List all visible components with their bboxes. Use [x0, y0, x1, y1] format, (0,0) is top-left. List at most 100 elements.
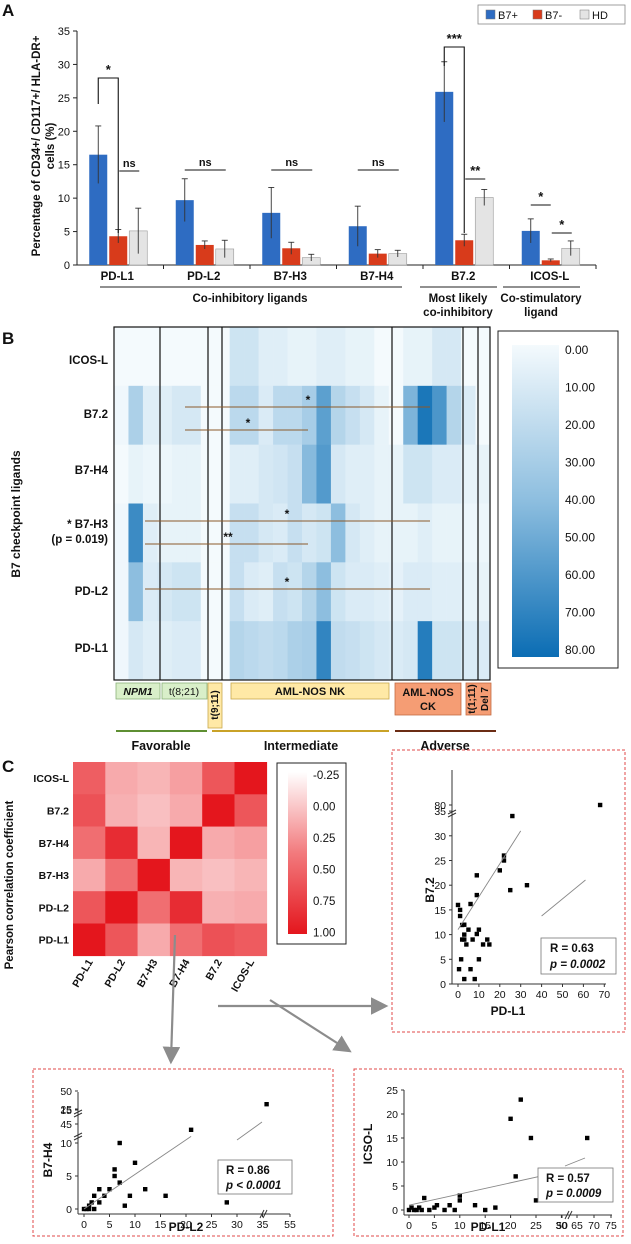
corr-colorbar-tick: -0.25 [313, 770, 339, 782]
risk-intermediate: Intermediate [264, 739, 338, 753]
heatmap-cell [244, 444, 259, 504]
scatter-x-tick-label: 75 [605, 1220, 617, 1232]
axis-break [447, 809, 457, 815]
sig-b7h4: ns [372, 157, 385, 169]
panel-b-row-labels: ICOS-L B7.2 B7-H4 * B7-H3 (p = 0.019) PD… [51, 355, 108, 655]
x-tick-label: B7.2 [451, 271, 475, 283]
colorbar-tick: 80.00 [565, 643, 595, 657]
panel-a-ylabel: Percentage of CD34+/ CD117+/ HLA-DR+ cel… [31, 35, 57, 256]
heatmap-cell [403, 327, 418, 387]
heatmap-cell [316, 503, 332, 563]
row-label-b7-h3-p: (p = 0.019) [51, 534, 108, 546]
subtype-t8-21: t(8;21) [169, 686, 199, 698]
heatmap-cell [417, 503, 433, 563]
risk-adverse: Adverse [420, 739, 469, 753]
colorbar-tick: 10.00 [565, 381, 595, 395]
heatmap-cell [374, 327, 390, 387]
scatter-x-tick-label: 20 [505, 1220, 517, 1232]
heatmap-cell [258, 562, 274, 622]
heatmap-cell [345, 503, 361, 563]
heatmap-cell [186, 385, 202, 445]
corr-cell [202, 794, 235, 827]
scatter-point [474, 931, 480, 937]
heatmap-cell [114, 385, 129, 445]
scatter-x-tick-label: 0 [406, 1220, 412, 1232]
x-tick-label: B7-H4 [360, 271, 394, 283]
corr-col-label: B7.2 [203, 957, 225, 982]
scatter-x-tick-label: 55 [284, 1219, 296, 1231]
heatmap-cell [171, 327, 187, 387]
scatter-point [524, 883, 530, 888]
corr-col-label: B7-H3 [135, 957, 161, 989]
heatmap-cell [258, 327, 274, 387]
scatter-point [92, 1193, 97, 1198]
scatter-point [264, 1102, 269, 1107]
corr-cell [137, 858, 171, 892]
heatmap-cell [345, 327, 361, 387]
heatmap-cell [215, 562, 230, 622]
subtype-npm1: NPM1 [123, 686, 152, 698]
hm-star-3: * [285, 507, 290, 521]
bar-B7--PD-L2 [195, 244, 214, 265]
scatter-point [97, 1200, 102, 1205]
scatter-point [470, 937, 475, 942]
heatmap-cell [186, 503, 202, 563]
colorbar-tick: 20.00 [565, 418, 595, 432]
heatmap-cell [345, 562, 361, 622]
scatter-point [406, 1207, 412, 1213]
heatmap-cell [273, 562, 288, 622]
scatter-point [102, 1193, 107, 1198]
scatter-point [188, 1127, 194, 1132]
scatter-point [476, 957, 482, 962]
corr-colorbar-tick: 0.50 [313, 865, 335, 877]
heatmap-cell [359, 562, 375, 622]
axis-break [73, 1112, 83, 1118]
heatmap-cell [388, 444, 404, 504]
scatter-point [462, 976, 467, 982]
scatter-point [468, 966, 473, 972]
scatter-point [416, 1205, 422, 1210]
scatter-x-tick-label: 10 [454, 1220, 466, 1232]
heatmap-cell [446, 562, 462, 622]
legend-swatch [485, 9, 496, 20]
sig-pdl1-a: * [106, 62, 112, 77]
bar-B7+-ICOS-L [521, 230, 540, 265]
heatmap-cell [171, 385, 187, 445]
corr-row-label: B7.2 [47, 805, 69, 817]
ylabel-line-2: cells (%) [45, 123, 57, 170]
heatmap-cell [273, 444, 288, 504]
y-tick-label: 35 [58, 26, 70, 38]
heatmap-cell [417, 385, 433, 445]
hm-star-2: * [246, 416, 251, 430]
y-tick-label: 30 [58, 59, 70, 71]
heatmap-cell [128, 562, 144, 622]
heatmap-cell [142, 621, 158, 681]
scatter-point [457, 913, 463, 919]
heatmap-cell [171, 503, 187, 563]
x-tick-label: PD-L2 [187, 271, 220, 283]
axis-break [564, 1210, 570, 1220]
heatmap-cell [128, 327, 144, 387]
group-most-likely-1: Most likely [429, 293, 488, 305]
heatmap-cell [316, 562, 332, 622]
heatmap-cell [388, 562, 404, 622]
corr-cell [73, 923, 106, 957]
scatter-point [427, 1207, 432, 1213]
scatter-point [419, 1207, 424, 1213]
corr-cell [105, 858, 138, 892]
y-tick-label: 20 [58, 126, 70, 138]
sc3-ylabel: ICSO-L [361, 1124, 375, 1165]
scatter-point [442, 1207, 447, 1213]
heatmap-cell [142, 444, 158, 504]
heatmap-cell [287, 562, 303, 622]
corr-cell [169, 762, 203, 795]
heatmap-cell [374, 503, 390, 563]
heatmap-cell [330, 327, 346, 387]
scatter-point [458, 957, 464, 962]
corr-cell [137, 762, 171, 795]
sig-b72-a-bracket [443, 46, 465, 233]
heatmap-cell [417, 562, 433, 622]
